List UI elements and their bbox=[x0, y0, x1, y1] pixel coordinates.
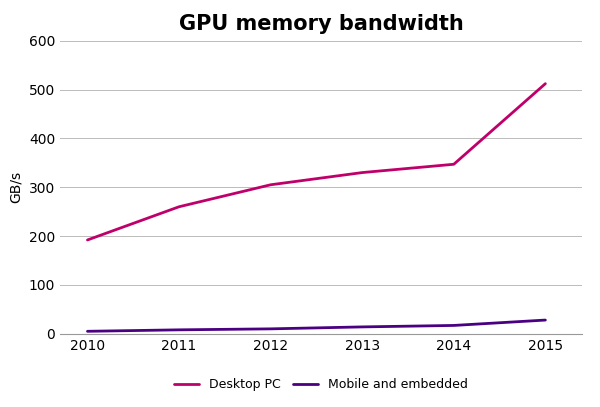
Mobile and embedded bbox=[267, 326, 274, 331]
Desktop PC bbox=[175, 204, 182, 209]
Mobile and embedded bbox=[359, 324, 366, 329]
Title: GPU memory bandwidth: GPU memory bandwidth bbox=[179, 13, 463, 34]
Y-axis label: GB/s: GB/s bbox=[9, 171, 23, 203]
Mobile and embedded bbox=[84, 329, 91, 334]
Line: Mobile and embedded: Mobile and embedded bbox=[88, 320, 545, 331]
Line: Desktop PC: Desktop PC bbox=[88, 84, 545, 240]
Desktop PC bbox=[84, 238, 91, 243]
Desktop PC bbox=[450, 162, 457, 167]
Desktop PC bbox=[267, 182, 274, 187]
Mobile and embedded bbox=[175, 327, 182, 332]
Desktop PC bbox=[542, 81, 549, 86]
Desktop PC bbox=[359, 170, 366, 175]
Mobile and embedded bbox=[450, 323, 457, 328]
Mobile and embedded bbox=[542, 317, 549, 322]
Legend: Desktop PC, Mobile and embedded: Desktop PC, Mobile and embedded bbox=[174, 378, 468, 391]
